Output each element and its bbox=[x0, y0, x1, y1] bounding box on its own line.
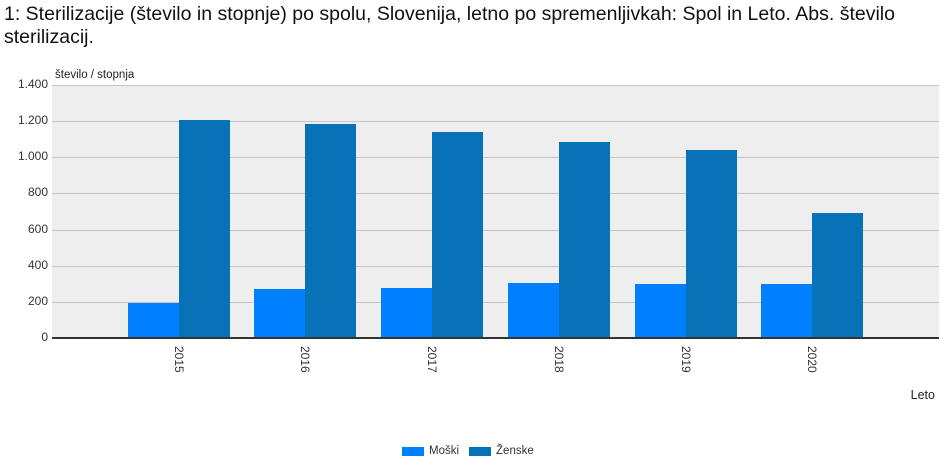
gridline bbox=[52, 193, 939, 195]
bar-ženske-2015[interactable] bbox=[178, 119, 230, 338]
bar-moški-2020[interactable] bbox=[761, 283, 813, 338]
x-tick-label: 2020 bbox=[805, 346, 820, 373]
x-tick-label: 2016 bbox=[298, 346, 313, 373]
legend-label-zenske: Ženske bbox=[496, 445, 534, 457]
y-tick-label: 1.400 bbox=[17, 77, 48, 91]
x-tick-label: 2018 bbox=[551, 346, 566, 373]
y-tick-label: 1.000 bbox=[17, 149, 48, 164]
bar-moški-2017[interactable] bbox=[381, 287, 433, 338]
x-tick-label: 2015 bbox=[171, 346, 186, 373]
y-tick-label: 400 bbox=[27, 257, 48, 272]
y-tick-label: 200 bbox=[27, 293, 48, 308]
chart-title: 1: Sterilizacije (število in stopnje) po… bbox=[4, 3, 895, 48]
gridline bbox=[52, 157, 939, 159]
legend-label-moski: Moški bbox=[429, 445, 460, 457]
bar-moški-2019[interactable] bbox=[634, 283, 686, 338]
bar-moški-2018[interactable] bbox=[507, 282, 559, 338]
legend-item-moski[interactable]: Moški bbox=[402, 445, 459, 457]
gridline bbox=[52, 265, 939, 267]
bar-moški-2015[interactable] bbox=[127, 303, 179, 338]
x-tick-label: 2019 bbox=[678, 346, 693, 373]
plot-area bbox=[52, 85, 939, 338]
y-tick-label: 600 bbox=[27, 221, 48, 236]
y-axis-label: število / stopnja bbox=[55, 69, 135, 81]
legend: Moški Ženske bbox=[402, 445, 544, 457]
bar-ženske-2020[interactable] bbox=[812, 213, 864, 338]
y-tick-label: 800 bbox=[27, 185, 48, 200]
gridline bbox=[52, 121, 939, 123]
gridline bbox=[52, 229, 939, 231]
x-axis-label: Leto bbox=[910, 388, 935, 402]
legend-swatch-moski bbox=[402, 446, 424, 456]
bar-ženske-2016[interactable] bbox=[305, 124, 357, 338]
bar-ženske-2018[interactable] bbox=[558, 142, 610, 338]
gridline bbox=[52, 85, 939, 86]
legend-item-zenske[interactable]: Ženske bbox=[469, 445, 534, 457]
bar-ženske-2017[interactable] bbox=[432, 132, 484, 338]
legend-swatch-zenske bbox=[469, 446, 492, 456]
bar-ženske-2019[interactable] bbox=[685, 149, 737, 338]
x-axis-line bbox=[52, 337, 939, 339]
x-tick-label: 2017 bbox=[425, 346, 440, 373]
gridline bbox=[52, 301, 939, 303]
y-tick-label: 0 bbox=[41, 330, 48, 344]
y-tick-label: 1.200 bbox=[17, 113, 48, 128]
bar-moški-2016[interactable] bbox=[254, 288, 306, 338]
